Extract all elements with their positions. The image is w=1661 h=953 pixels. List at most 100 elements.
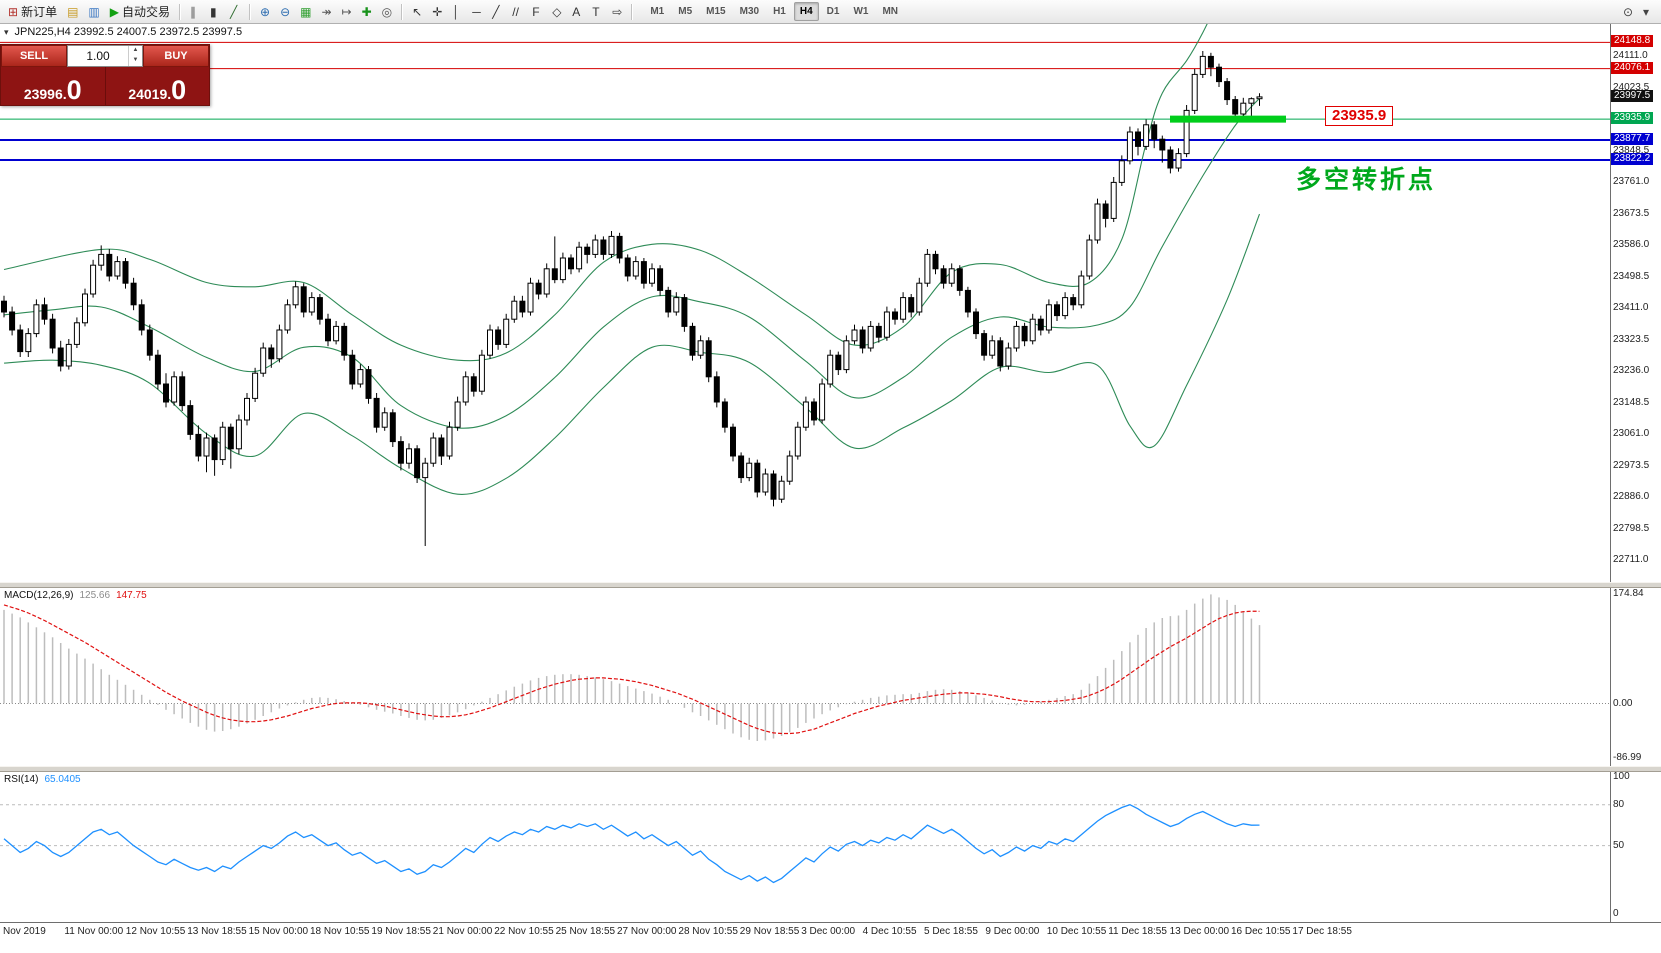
rsi-tick: 50 (1613, 839, 1625, 851)
price-tick: 22711.0 (1613, 554, 1649, 566)
timeframe-group: M1 M5 M15 M30 H1 H4 D1 W1 MN (643, 2, 905, 21)
horizontal-line-button[interactable]: ─ (468, 2, 486, 22)
vertical-line-button[interactable]: │ (448, 2, 466, 22)
buy-price-big-digit: 0 (171, 75, 187, 106)
zoom-out-icon: ⊖ (280, 4, 291, 19)
price-axis[interactable]: 24111.0 24023.5 23848.5 23761.0 23673.5 23586… (1610, 24, 1661, 582)
chart-shift-button[interactable]: ↦ (338, 2, 356, 22)
price-tick: 23061.0 (1613, 428, 1650, 440)
indicators-button[interactable]: ✚ (358, 2, 376, 22)
timeframe-h1[interactable]: H1 (773, 6, 786, 17)
timeframe-m30[interactable]: M30 (739, 6, 760, 17)
volume-spinner: ▲ ▼ (128, 46, 142, 66)
macd-tick: 0.00 (1613, 697, 1633, 709)
sell-price-main: 23996. (23, 85, 67, 102)
symbol-ohlc-text: JPN225,H4 23992.5 24007.5 23972.5 23997.… (14, 26, 243, 38)
toolbar-separator (401, 3, 404, 20)
rsi-tick: 80 (1613, 798, 1625, 810)
market-watch-button[interactable]: ▤ (63, 2, 82, 22)
timeframe-h4[interactable]: H4 (793, 2, 819, 21)
macd-tick: 174.84 (1613, 588, 1644, 600)
buy-price-display[interactable]: 24019. 0 (104, 67, 210, 106)
bar-chart-button[interactable]: ∥ (186, 2, 204, 22)
sell-price-big-digit: 0 (66, 75, 82, 106)
zoom-in-button[interactable]: ⊕ (256, 2, 274, 22)
toolbar-separator (249, 3, 252, 20)
search-button[interactable]: ⊙ (1619, 2, 1637, 22)
new-order-button[interactable]: ⊞ 新订单 (4, 2, 61, 22)
shapes-button[interactable]: ◇ (548, 2, 566, 22)
macd-svg[interactable] (0, 588, 1610, 766)
macd-pane[interactable]: MACD(12,26,9) 125.66 147.75 (0, 588, 1610, 766)
line-chart-button[interactable]: ╱ (226, 2, 244, 22)
navigator-icon: ▥ (88, 4, 100, 19)
tile-windows-button[interactable]: ▦ (296, 2, 315, 22)
time-label: 18 Nov 10:55 (310, 926, 370, 937)
cursor-button[interactable]: ↖ (408, 2, 426, 22)
label-button[interactable]: T (588, 2, 606, 22)
rsi-pane[interactable]: RSI(14) 65.0405 (0, 772, 1610, 922)
buy-button[interactable]: BUY (143, 45, 209, 67)
navigator-button[interactable]: ▥ (84, 2, 103, 22)
crosshair-button[interactable]: ✛ (428, 2, 446, 22)
autotrading-button-label: 自动交易 (122, 5, 171, 19)
main-chart-pane[interactable]: ▾ JPN225,H4 23992.5 24007.5 23972.5 2399… (0, 24, 1610, 582)
price-level-label: 24076.1 (1611, 61, 1654, 74)
fibonacci-icon: F (532, 4, 540, 19)
text-button[interactable]: A (568, 2, 586, 22)
trendline-icon: ╱ (492, 4, 500, 19)
rsi-title: RSI(14) (4, 774, 39, 785)
candlestick-chart-button[interactable]: ▮ (206, 2, 224, 22)
volume-down-icon[interactable]: ▼ (132, 57, 139, 63)
timeframe-mn[interactable]: MN (882, 6, 899, 17)
macd-histogram (3, 594, 1261, 741)
price-level-label: 23877.7 (1611, 133, 1654, 146)
price-tick: 23761.0 (1613, 176, 1650, 188)
volume-up-icon[interactable]: ▲ (132, 47, 139, 53)
rsi-level-lines (0, 804, 1610, 847)
fibonacci-button[interactable]: F (528, 2, 546, 22)
rsi-svg[interactable] (0, 772, 1610, 922)
sell-price-display[interactable]: 23996. 0 (1, 67, 105, 105)
volume-input[interactable]: 1.00 (86, 49, 110, 63)
market-watch-icon: ▤ (67, 4, 79, 19)
one-click-trading-toggle[interactable]: ▾ (4, 26, 9, 37)
timeframe-m1[interactable]: M1 (650, 6, 665, 17)
timeframe-m15[interactable]: M15 (706, 6, 726, 17)
autotrading-button[interactable]: ▶ 自动交易 (106, 2, 174, 22)
candlestick-chart-icon: ▮ (210, 4, 217, 19)
time-label: 3 Dec 00:00 (801, 926, 856, 937)
arrows-button[interactable]: ⇨ (608, 2, 626, 22)
arrows-icon: ⇨ (612, 4, 623, 19)
indicators-icon: ✚ (361, 4, 372, 19)
zoom-out-button[interactable]: ⊖ (276, 2, 294, 22)
rsi-value: 65.0405 (44, 774, 81, 785)
crosshair-icon: ✛ (432, 4, 443, 19)
trendline-button[interactable]: ╱ (488, 2, 506, 22)
price-tick: 23323.5 (1613, 333, 1650, 345)
price-tick: 23411.0 (1613, 302, 1649, 314)
timeframe-w1[interactable]: W1 (853, 6, 869, 17)
periods-button[interactable]: ◎ (378, 2, 396, 22)
rsi-axis[interactable]: 100 80 50 0 (1610, 771, 1661, 922)
time-label: 17 Dec 18:55 (1292, 926, 1352, 937)
timeframe-m5[interactable]: M5 (678, 6, 693, 17)
time-axis[interactable]: Nov 2019 11 Nov 00:00 12 Nov 10:55 13 Nov 1… (0, 922, 1661, 953)
channel-button[interactable]: // (508, 2, 526, 22)
layouts-icon: ▾ (1643, 4, 1650, 19)
time-label: 13 Nov 18:55 (187, 926, 247, 937)
rsi-tick: 0 (1613, 907, 1619, 919)
main-chart-svg[interactable] (0, 24, 1610, 582)
macd-axis[interactable]: 174.84 0.00 -86.99 (1610, 588, 1661, 766)
timeframe-d1[interactable]: D1 (826, 6, 840, 17)
price-tick: 22973.5 (1613, 459, 1650, 471)
layouts-button[interactable]: ▾ (1639, 2, 1657, 22)
shapes-icon: ◇ (552, 4, 562, 19)
price-level-callout[interactable]: 23935.9 (1325, 106, 1394, 126)
sell-button[interactable]: SELL (1, 45, 67, 67)
toolbar-right-buttons: ⊙ ▾ (1618, 2, 1658, 22)
auto-scroll-button[interactable]: ↠ (317, 2, 335, 22)
pane-splitter[interactable] (0, 582, 1661, 588)
pane-splitter[interactable] (0, 766, 1661, 772)
time-label: 29 Nov 18:55 (739, 926, 800, 937)
